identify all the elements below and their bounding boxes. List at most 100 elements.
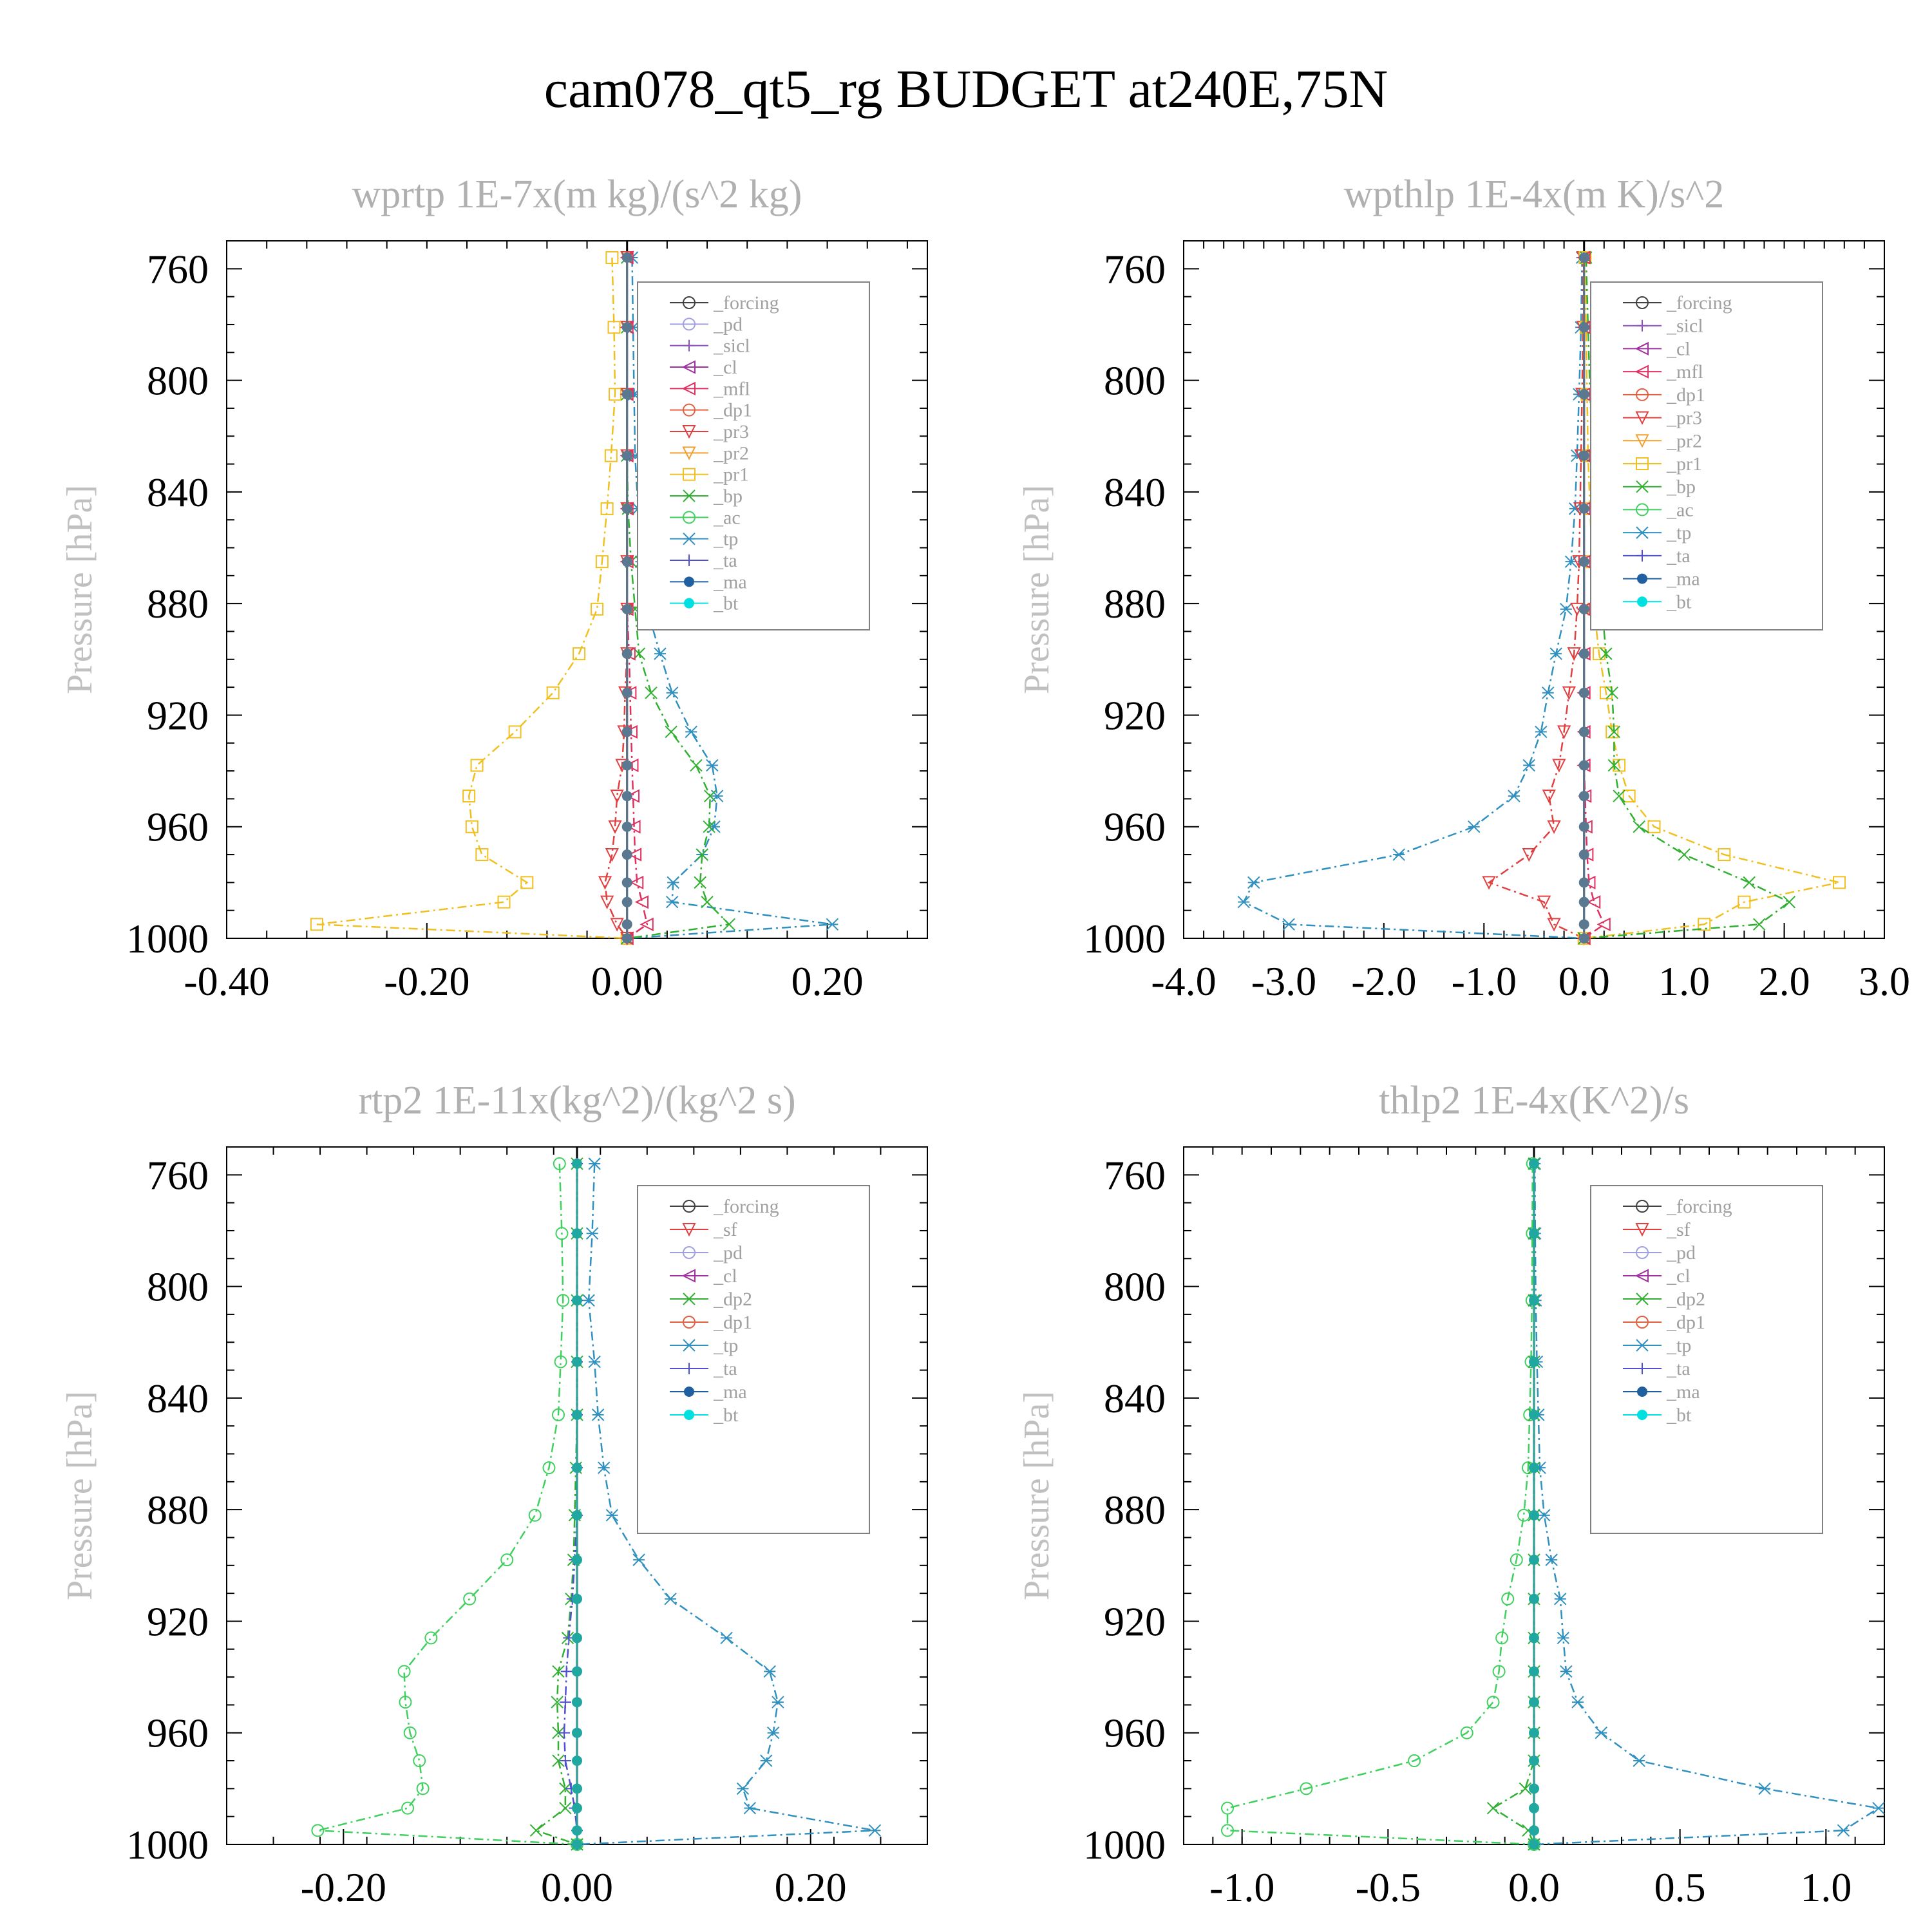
legend-label: _pr1 [1666,453,1702,475]
data-point-bt [1529,1593,1539,1604]
legend-label: _pr3 [713,421,749,442]
data-point-bt [1578,556,1589,567]
legend-marker [683,489,696,502]
data-point-tp [1237,895,1250,909]
legend-label: _ta [713,550,737,571]
data-point-bp [1600,647,1613,660]
y-tick-label: 1000 [126,1822,209,1868]
data-point-bt [1529,1803,1539,1814]
y-tick-label: 920 [147,1598,209,1644]
data-point-bt [572,1409,582,1420]
x-tick-label: 0.5 [1654,1864,1706,1910]
data-point-bt [621,389,632,400]
legend-label: _ma [713,571,747,592]
y-tick-label: 840 [147,1376,209,1421]
data-point-pr1 [465,820,478,833]
legend-box [1590,281,1823,630]
data-point-ta [558,1727,571,1739]
data-point-tp [665,895,679,909]
legend-label: _ma [1666,569,1700,590]
data-point-bt [1529,1228,1539,1239]
legend-marker [683,1293,696,1305]
data-point-bt [1529,1825,1539,1836]
data-point-bt [1529,1158,1539,1169]
legend-marker [684,1410,694,1420]
data-point-dp1 [401,1801,415,1815]
panel-title: thlp2 1E-4x(K^2)/s [1379,1079,1689,1122]
data-point-bp [694,876,706,889]
data-point-dp1 [1460,1726,1473,1739]
legend-label: _ac [1666,499,1694,520]
x-tick-label: 3.0 [1859,958,1910,1004]
legend-marker [682,425,696,439]
data-point-pr1 [1698,918,1711,931]
data-point-bt [621,687,632,698]
series-line-dp2 [534,1163,578,1846]
data-point-tp [1535,725,1548,739]
legend-label: _ma [1666,1381,1700,1403]
legend-label: _pr2 [1666,430,1702,451]
legend-label: _cl [1666,1265,1690,1287]
y-tick-label: 1000 [1083,1822,1166,1868]
data-point-dp1 [1300,1782,1313,1795]
data-point-bt [1578,726,1589,737]
data-point-dp1 [1492,1665,1506,1678]
y-tick-label: 920 [1104,692,1166,738]
legend-marker [683,403,696,417]
y-tick-label: 880 [1104,581,1166,627]
data-point-bp [1613,790,1625,802]
legend-label: _pd [713,1242,743,1264]
data-point-dp1 [554,1355,567,1368]
data-point-bp [1633,820,1645,833]
data-point-bt [621,603,632,614]
data-point-pr3 [1557,725,1571,739]
data-point-bt [1529,1463,1539,1473]
data-point-dp1 [1221,1801,1234,1815]
data-point-dp2 [529,1824,543,1837]
series-line-tp [1242,257,1584,940]
legend-marker [1636,1339,1649,1352]
data-point-bt [1529,1295,1539,1306]
data-point-bp [704,790,717,802]
data-point-tp [1549,647,1562,660]
x-tick-label: -4.0 [1151,958,1216,1004]
legend-marker [1636,503,1649,516]
data-point-bp [1743,876,1756,889]
data-point-bt [1529,1555,1539,1566]
data-point-dp1 [311,1824,325,1837]
data-point-bt [572,1727,582,1738]
legend-label: _cl [713,1265,737,1287]
data-point-tp [720,1631,733,1645]
legend-marker [1636,1293,1649,1305]
y-tick-label: 960 [147,804,209,850]
data-point-tp [1392,848,1405,861]
x-tick-label: 1.0 [1800,1864,1852,1910]
data-point-tp [597,1461,611,1474]
data-point-bp [690,759,703,772]
legend-label: _dp1 [1666,384,1705,406]
panel-title: wpthlp 1E-4x(m K)/s^2 [1344,173,1724,216]
data-point-pr3 [600,895,614,909]
data-point-dp2 [552,1754,565,1767]
x-tick-label: 0.20 [775,1864,847,1910]
data-point-bt [1529,1727,1539,1738]
data-point-pr1 [470,759,484,772]
legend-marker [1636,296,1649,309]
data-point-dp1 [1486,1696,1500,1709]
legend-label: _forcing [1666,292,1732,314]
data-point-dp1 [1501,1592,1515,1605]
legend-label: _ac [713,507,741,528]
legend-marker [1637,1387,1647,1397]
legend-marker [683,1363,695,1374]
panel-title: wprtp 1E-7x(m kg)/(s^2 kg) [352,173,802,216]
data-point-pr1 [591,602,604,616]
legend-label: _bt [713,1405,739,1426]
data-point-pr3 [610,790,624,804]
data-point-tp [868,1824,882,1837]
data-point-pr1 [508,725,522,739]
data-point-bt [572,1356,582,1367]
data-point-pr1 [520,876,534,889]
data-point-mfl [1596,917,1611,931]
data-point-tp [1247,876,1260,889]
data-point-pr3 [1547,918,1561,932]
